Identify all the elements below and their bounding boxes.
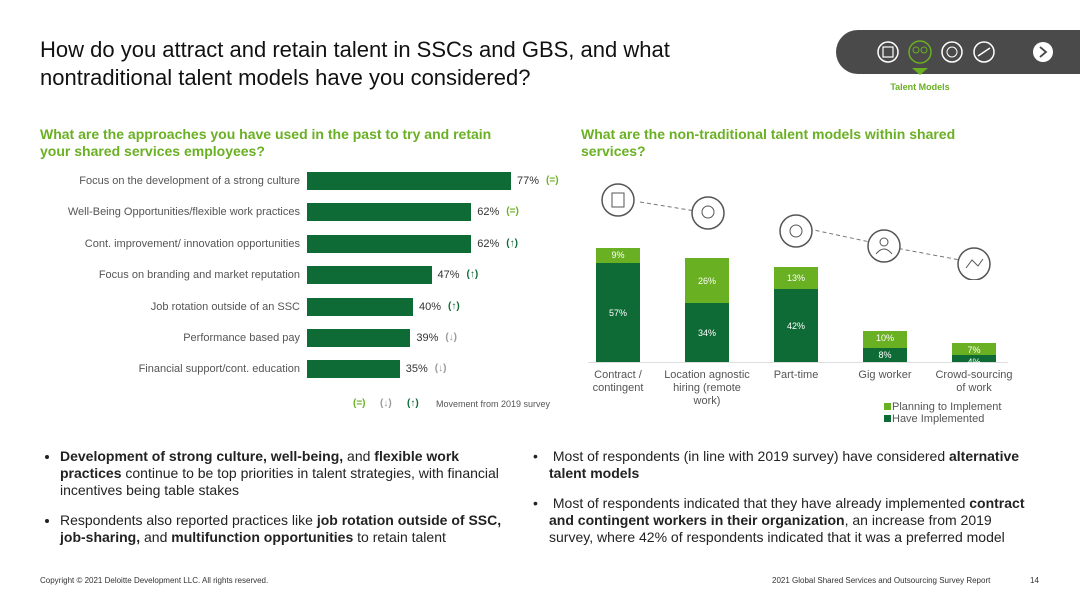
value-label: 40%	[419, 300, 442, 313]
segment-label: 10%	[875, 332, 894, 343]
left-bullets: Development of strong culture, well-bein…	[42, 448, 512, 559]
bullet: Respondents also reported practices like…	[60, 512, 512, 546]
category-label: Crowd-sourcing of work	[935, 369, 1013, 394]
bullet-text: contract and contingent workers in their…	[549, 495, 1025, 528]
value-label: 35%	[405, 363, 428, 376]
slide-title: How do you attract and retain talent in …	[40, 37, 670, 90]
movement: (↑)	[448, 300, 460, 312]
legend-swatch	[884, 415, 891, 422]
left-chart-title: What are the approaches you have used in…	[40, 126, 492, 159]
bar	[307, 297, 413, 316]
segment-label: 13%	[786, 273, 805, 284]
category-label: Gig worker	[858, 369, 912, 381]
value-label: 77%	[517, 175, 540, 187]
movement: (↓)	[445, 332, 458, 343]
bullet: Development of strong culture, well-bein…	[60, 448, 512, 499]
bullet-text: Most of respondents (in line with 2019 s…	[549, 448, 949, 464]
movement-legend: (=)	[353, 398, 366, 409]
bar	[307, 266, 432, 285]
bullet: • Most of respondents indicated that the…	[533, 495, 1033, 546]
bullet-text: and	[343, 448, 375, 464]
bar	[307, 329, 411, 347]
bar	[307, 203, 472, 222]
segment-label: 34%	[697, 327, 716, 338]
bar-segment	[952, 342, 996, 356]
bullet-text: flexible work practices	[60, 448, 460, 481]
bar-segment	[863, 348, 907, 362]
bullet-text: Most of respondents indicated that they …	[549, 495, 970, 511]
segment-label: 26%	[697, 275, 716, 286]
value-label: 62%	[477, 237, 500, 250]
segment-label: 57%	[608, 307, 627, 318]
segment-label: 42%	[786, 320, 805, 331]
category-label: Performance based pay	[183, 332, 300, 344]
value-label: 39%	[416, 332, 439, 344]
bullet-text: Respondents also reported practices like	[60, 512, 317, 528]
icon-trail	[601, 183, 991, 280]
bullet-text: Development of strong culture, well-bein…	[60, 448, 344, 464]
bullet-text: to retain talent	[353, 529, 446, 545]
left-chart: Focus on the development of a strong cul…	[0, 170, 560, 420]
segment-label: 8%	[878, 350, 892, 361]
bullet-text: and	[140, 529, 172, 545]
bullet-text: , an increase from 2019 survey, where 42…	[549, 512, 1005, 545]
right-bullets: • Most of respondents (in line with 2019…	[533, 448, 1033, 559]
right-chart: 57% 9% Contract / contingent 34% 26% Location…	[580, 180, 1060, 430]
bar-segment	[774, 289, 818, 362]
segment-label: 4%	[967, 357, 981, 368]
movement: (=)	[546, 175, 559, 186]
bullet-dot: •	[533, 448, 538, 464]
movement: (↑)	[506, 237, 518, 249]
category-label: Well-Being Opportunities/flexible work p…	[67, 206, 300, 219]
bar	[307, 172, 512, 190]
bar-segment	[685, 258, 729, 304]
copyright: Copyright © 2021 Deloitte Development LL…	[40, 576, 269, 585]
bar-segment	[863, 330, 907, 349]
report-name: 2021 Global Shared Services and Outsourc…	[772, 576, 991, 585]
page-number: 14	[1030, 576, 1039, 585]
bullet: • Most of respondents (in line with 2019…	[533, 448, 1033, 482]
bar-segment	[952, 355, 996, 362]
category-label: Financial support/cont. education	[138, 363, 300, 376]
category-label: Contract / contingent	[592, 369, 644, 394]
movement-legend: (↑)	[407, 398, 419, 409]
value-label: 62%	[477, 206, 500, 219]
bullet-text: alternative talent models	[549, 448, 1020, 481]
legend-label: Have Implemented	[892, 413, 985, 425]
bullet-text: continue to be top priorities in talent …	[60, 465, 499, 498]
segment-label: 7%	[967, 344, 981, 355]
movement: (↓)	[434, 363, 447, 375]
bar-segment	[774, 266, 818, 290]
legend-swatch	[884, 403, 891, 410]
movement-note: Movement from 2019 survey	[436, 399, 551, 409]
right-chart-title: What are the non-traditional talent mode…	[581, 126, 956, 159]
category-label: Location agnostic hiring (remote work)	[664, 369, 750, 407]
bar-segment	[596, 247, 640, 264]
category-label: Part-time	[773, 369, 819, 381]
movement-legend: (↓)	[380, 398, 392, 409]
nav-bar	[836, 30, 1080, 75]
legend-label: Planning to Implement	[892, 401, 1002, 413]
bar	[307, 360, 400, 379]
bullet-text: job rotation outside of SSC, job-sharing…	[60, 512, 502, 545]
category-label: Job rotation outside of an SSC	[150, 300, 300, 313]
category-label: Focus on branding and market reputation	[98, 269, 300, 282]
bar-segment	[596, 263, 640, 362]
bullet-text: multifunction opportunities	[171, 529, 354, 545]
movement: (=)	[506, 206, 519, 218]
segment-label: 9%	[611, 249, 625, 260]
baseline	[588, 362, 1008, 363]
value-label: 47%	[437, 269, 460, 282]
bar-segment	[685, 303, 729, 362]
bullet-dot: •	[533, 495, 538, 511]
bar	[307, 234, 472, 253]
movement: (↑)	[466, 269, 479, 281]
nav-label: Talent Models	[890, 82, 950, 92]
category-label: Focus on the development of a strong cul…	[79, 175, 300, 187]
category-label: Cont. improvement/ innovation opportunit…	[84, 237, 300, 250]
